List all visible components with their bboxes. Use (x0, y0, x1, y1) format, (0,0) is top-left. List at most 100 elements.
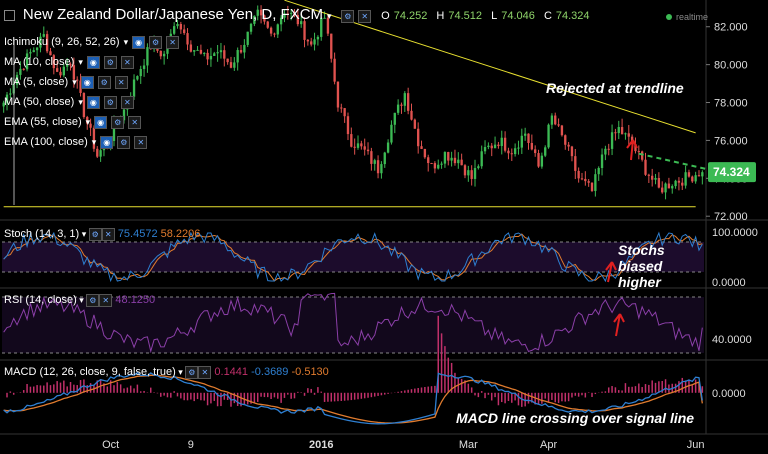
candle-body (179, 23, 183, 30)
candle-body (72, 65, 76, 80)
candle-body (203, 52, 206, 54)
candle-body (490, 145, 493, 149)
indicator-row[interactable]: MA (10, close) ▾ ◉ ⚙ ✕ (4, 52, 179, 72)
time-tick-label: Jun (687, 439, 705, 451)
candle-body (189, 44, 193, 52)
candle-body (25, 53, 29, 70)
indicator-row[interactable]: MA (5, close) ▾ ◉ ⚙ ✕ (4, 72, 179, 92)
candle-body (172, 26, 176, 34)
close-icon: ✕ (134, 135, 148, 149)
candle-body (279, 17, 283, 25)
candle-body (122, 109, 126, 121)
settings-icon: ⚙ (97, 75, 111, 89)
candle-body (66, 64, 69, 67)
candle-body (467, 170, 470, 176)
candle-body (283, 13, 286, 18)
indicator-row[interactable]: Ichimoku (9, 26, 52, 26) ▾ ◉ ⚙ ✕ (4, 32, 180, 52)
candle-body (510, 153, 513, 155)
candle-body (460, 159, 463, 166)
candle-body (627, 133, 630, 137)
candle-body (413, 119, 417, 129)
candle-body (132, 79, 136, 97)
annotation-macd: MACD line crossing over signal line (456, 410, 695, 426)
candle-body (567, 144, 570, 147)
candle-body (326, 17, 330, 34)
candle-body (600, 154, 604, 168)
open-value: 74.252 (393, 10, 428, 22)
price-tick-label: 78.000 (714, 98, 748, 110)
candle-body (15, 74, 19, 85)
candle-body (694, 175, 697, 182)
indicator-row[interactable]: EMA (55, close) ▾ ◉ ⚙ ✕ (4, 112, 179, 132)
macd-label[interactable]: MACD (12, 26, close, 9, false, true) ▾ ⚙… (4, 366, 329, 379)
candle-body (289, 12, 293, 14)
candle-body (223, 50, 226, 59)
candle-body (276, 24, 279, 35)
candle-body (457, 159, 460, 164)
candle-body (159, 50, 162, 57)
candle-body (199, 49, 203, 54)
candle-body (530, 142, 534, 150)
candle-body (233, 62, 236, 68)
candle-body (333, 58, 336, 82)
candle-body (651, 175, 654, 180)
candle-body (507, 150, 510, 154)
candle-body (577, 170, 580, 179)
candle-body (470, 170, 473, 179)
high-value: 74.512 (448, 10, 483, 22)
candle-body (259, 9, 263, 16)
candle-body (186, 33, 189, 45)
candle-body (584, 178, 587, 182)
stoch-label[interactable]: Stoch (14, 3, 1) ▾ ⚙ ✕ 75.4572 58.2206 (4, 228, 201, 241)
indicator-row[interactable]: MA (50, close) ▾ ◉ ⚙ ✕ (4, 92, 179, 112)
symbol-title[interactable]: New Zealand Dollar/Japanese Yen, D, FXCM (22, 6, 324, 23)
candle-body (193, 50, 196, 52)
candle-body (49, 51, 52, 56)
candle-body (82, 92, 86, 118)
stoch-d-line (3, 233, 703, 282)
candle-body (320, 17, 323, 37)
rsi-tick-label: 40.0000 (712, 334, 752, 346)
ohlc-readout: O 74.252 H 74.512 L 74.046 C 74.324 (381, 10, 590, 22)
settings-icon[interactable]: ⚙ (341, 10, 355, 23)
chart-header: New Zealand Dollar/Japanese Yen, D, FXCM… (4, 6, 590, 23)
candle-body (617, 127, 620, 134)
candle-body (420, 146, 423, 149)
up-arrow-icon (613, 313, 625, 337)
candle-body (480, 151, 483, 167)
price-tick-label: 72.000 (714, 211, 748, 223)
settings-icon: ⚙ (103, 95, 117, 109)
indicator-row[interactable]: EMA (100, close) ▾ ◉ ⚙ ✕ (4, 132, 179, 152)
candle-body (209, 55, 213, 60)
annotation-trendline: Rejected at trendline (546, 80, 684, 96)
candle-body (671, 186, 674, 189)
candle-body (513, 148, 517, 155)
time-tick-label: 9 (188, 439, 194, 451)
up-arrow-icon (626, 139, 638, 161)
up-arrow-icon (605, 261, 617, 283)
close-icon[interactable]: ✕ (358, 10, 372, 23)
rsi-label[interactable]: RSI (14, close) ▾ ⚙ ✕ 48.1250 (4, 294, 156, 307)
collapse-icon[interactable] (4, 9, 15, 21)
candle-body (363, 146, 366, 150)
candle-body (433, 163, 437, 169)
candle-body (620, 127, 624, 135)
candle-body (39, 36, 42, 48)
macd-tick-label: 0.0000 (712, 388, 746, 400)
candle-body (286, 13, 289, 15)
candle-body (183, 29, 186, 34)
price-tick-label: 76.000 (714, 135, 748, 147)
candle-body (654, 177, 657, 180)
eye-icon: ◉ (94, 115, 108, 129)
candle-body (386, 142, 390, 153)
chevron-down-icon[interactable]: ▾ (326, 11, 332, 21)
candle-body (681, 182, 684, 186)
candle-body (330, 33, 333, 59)
macd-hist-value: 0.1441 (214, 366, 249, 378)
candle-body (340, 107, 343, 109)
close-icon: ✕ (114, 75, 128, 89)
candle-body (249, 23, 253, 32)
candle-body (570, 146, 574, 157)
candle-body (79, 80, 82, 93)
candle-body (500, 137, 503, 147)
